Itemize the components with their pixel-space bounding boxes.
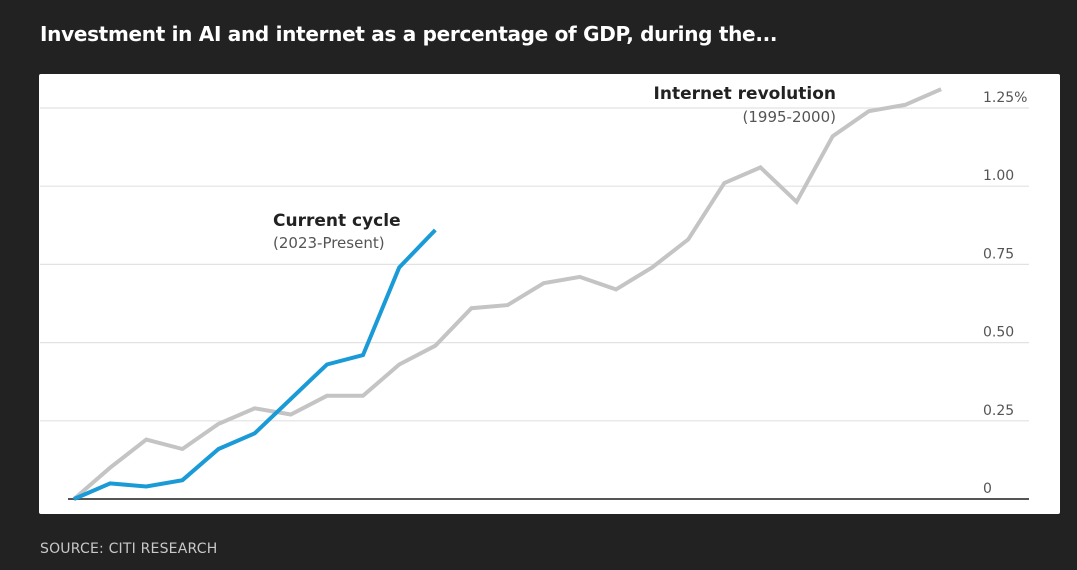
y-tick-label: 1.00 bbox=[983, 168, 1014, 184]
series-line-internet-revolution bbox=[72, 87, 942, 501]
annotation-internet-revolution: Internet revolution (1995-2000) bbox=[654, 84, 836, 126]
annotation-internet-revolution-title: Internet revolution bbox=[654, 84, 836, 104]
series-lines bbox=[72, 87, 942, 501]
series-line-current-cycle bbox=[73, 228, 437, 501]
annotation-current-cycle: Current cycle (2023-Present) bbox=[273, 211, 401, 252]
y-tick-label: 1.25% bbox=[983, 90, 1027, 106]
annotation-current-cycle-title: Current cycle bbox=[273, 211, 401, 231]
y-tick-label: 0.75 bbox=[983, 246, 1014, 262]
gridlines bbox=[40, 107, 1029, 500]
annotation-current-cycle-subtitle: (2023-Present) bbox=[273, 234, 385, 252]
y-tick-label: 0.25 bbox=[983, 403, 1014, 419]
chart-title: Investment in AI and internet as a perce… bbox=[40, 22, 778, 46]
y-tick-label: 0 bbox=[983, 481, 992, 497]
annotation-internet-revolution-subtitle: (1995-2000) bbox=[743, 108, 836, 126]
y-axis-ticks: 0 0.25 0.50 0.75 1.00 1.25% bbox=[983, 90, 1027, 497]
y-tick-label: 0.50 bbox=[983, 325, 1014, 341]
chart-panel bbox=[39, 74, 1060, 514]
source-note: SOURCE: CITI RESEARCH bbox=[40, 541, 218, 557]
